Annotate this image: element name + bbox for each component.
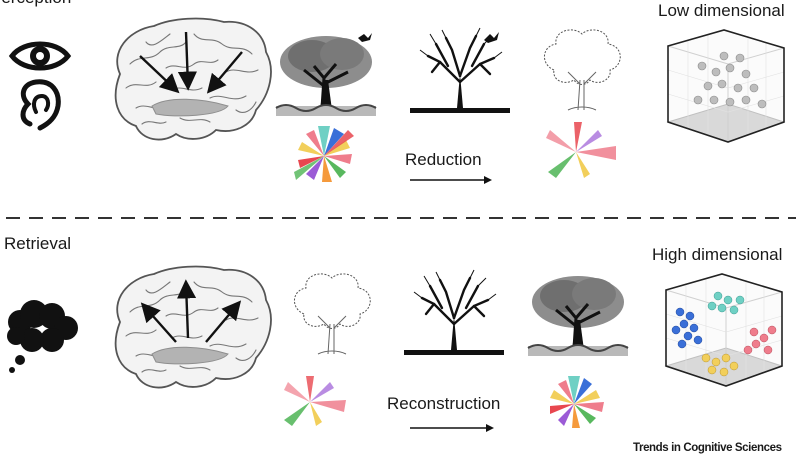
thought-cloud-icon: [7, 300, 78, 373]
tree-icon: [543, 29, 621, 111]
rose-chart-high: [294, 126, 354, 182]
high-dimensional-label: High dimensional: [652, 245, 783, 264]
bird-icon: [358, 33, 372, 42]
tree-icon: [293, 273, 371, 355]
tree-icon: [274, 34, 378, 118]
perception-label: Perception: [0, 0, 71, 8]
rose-chart-high: [550, 376, 604, 428]
cube-icon: [667, 29, 785, 143]
rose-chart-low: [546, 122, 616, 178]
low-dimensional-label: Low dimensional: [658, 1, 785, 20]
ear-icon: [20, 79, 61, 131]
reconstruction-label: Reconstruction: [387, 394, 501, 413]
arrow-icon: [410, 176, 492, 184]
journal-credit: Trends in Cognitive Sciences: [633, 442, 782, 454]
retrieval-label: Retrieval: [4, 234, 72, 253]
eye-icon: [8, 41, 72, 71]
cube-icon: [665, 273, 783, 387]
rose-chart-low: [284, 376, 346, 426]
brain-icon: [114, 265, 272, 389]
tree-icon: [526, 274, 630, 358]
brain-icon: [114, 17, 272, 141]
reduction-label: Reduction: [405, 150, 482, 169]
tree-icon: [408, 26, 512, 115]
tree-icon: [402, 268, 506, 357]
arrow-icon: [410, 424, 494, 432]
bird-icon: [484, 32, 499, 43]
